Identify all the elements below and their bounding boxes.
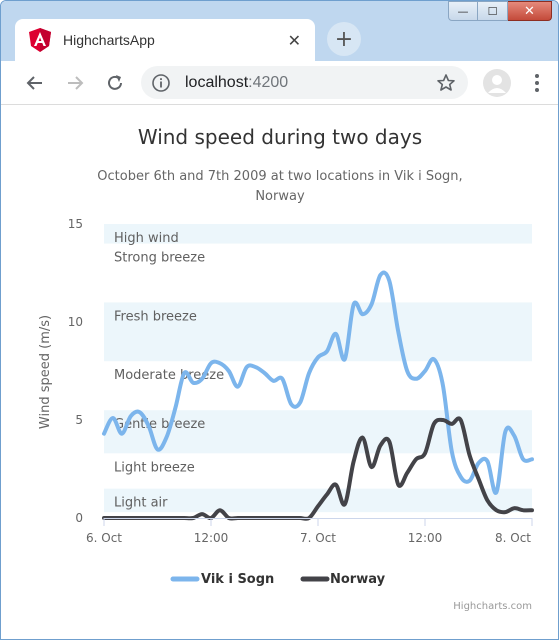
tab-title: HighchartsApp bbox=[63, 32, 155, 48]
y-tick-label: 10 bbox=[68, 315, 83, 329]
maximize-button[interactable]: ☐ bbox=[478, 1, 508, 21]
menu-dot-icon bbox=[535, 88, 539, 92]
url-port: :4200 bbox=[248, 73, 289, 91]
plot-band-label: Light air bbox=[114, 496, 168, 511]
plot-band-label: Moderate breeze bbox=[114, 368, 224, 383]
chart-subtitle-line-1: October 6th and 7th 2009 at two location… bbox=[97, 169, 462, 184]
window-controls: — ☐ ✕ bbox=[448, 1, 552, 23]
plot-band-label: High wind bbox=[114, 231, 179, 246]
forward-arrow-icon bbox=[68, 76, 84, 90]
plot-band bbox=[104, 302, 532, 362]
new-tab-button[interactable]: + bbox=[327, 22, 361, 56]
plot-band-label: Fresh breeze bbox=[114, 309, 197, 324]
profile-avatar[interactable] bbox=[483, 69, 511, 97]
credits-link[interactable]: Highcharts.com bbox=[453, 601, 532, 612]
info-icon[interactable] bbox=[151, 73, 171, 93]
url-host: localhost bbox=[185, 73, 249, 91]
x-tick-label: 6. Oct bbox=[86, 531, 122, 545]
forward-button[interactable] bbox=[59, 67, 91, 99]
x-tick-label: 8. Oct bbox=[495, 531, 531, 545]
title-bar: — ☐ ✕ HighchartsApp ✕ + bbox=[1, 1, 558, 61]
legend-item-norway[interactable]: Norway bbox=[300, 572, 386, 587]
bookmark-star-icon[interactable] bbox=[436, 73, 456, 93]
chart-subtitle-line-2: Norway bbox=[255, 189, 305, 204]
y-axis-title: Wind speed (m/s) bbox=[38, 315, 53, 429]
tab-close-icon[interactable]: ✕ bbox=[287, 30, 301, 50]
plot-bands: Light air Light breeze Gentle breeze Modera… bbox=[104, 224, 532, 513]
x-tick-label: 7. Oct bbox=[300, 531, 336, 545]
chart-title: Wind speed during two days bbox=[138, 125, 422, 149]
chart-svg: Light air Light breeze Gentle breeze Modera… bbox=[38, 125, 534, 612]
browser-tab[interactable]: HighchartsApp ✕ bbox=[15, 19, 315, 61]
minimize-button[interactable]: — bbox=[448, 1, 478, 21]
legend-item-vik-i-sogn[interactable]: Vik i Sogn bbox=[170, 572, 274, 587]
close-window-button[interactable]: ✕ bbox=[508, 1, 552, 21]
plot-band-label: Strong breeze bbox=[114, 251, 205, 266]
reload-button[interactable] bbox=[99, 67, 131, 99]
angular-logo-icon bbox=[29, 28, 51, 52]
menu-dot-icon bbox=[535, 74, 539, 78]
browser-toolbar: localhost:4200 bbox=[1, 61, 558, 105]
highcharts-container: Light air Light breeze Gentle breeze Modera… bbox=[1, 106, 558, 639]
menu-dot-icon bbox=[535, 81, 539, 85]
legend: Vik i Sogn Norway bbox=[170, 572, 386, 587]
user-icon bbox=[488, 75, 506, 93]
x-tick-label: 12:00 bbox=[194, 531, 229, 545]
legend-label: Norway bbox=[330, 572, 386, 587]
back-button[interactable] bbox=[19, 67, 51, 99]
plot-band-label: Gentle breeze bbox=[114, 417, 205, 432]
axes: 0 5 10 15 6. Oct 12:00 7. Oct 12:00 8. Oct bbox=[68, 217, 533, 545]
reload-icon bbox=[108, 75, 122, 90]
address-bar[interactable]: localhost:4200 bbox=[141, 66, 468, 99]
y-tick-label: 0 bbox=[75, 511, 83, 525]
plot-band bbox=[104, 488, 532, 513]
series-line-vik-i-sogn[interactable] bbox=[102, 270, 534, 495]
back-arrow-icon bbox=[26, 76, 42, 90]
plot-band bbox=[104, 224, 532, 244]
y-tick-label: 15 bbox=[68, 217, 83, 231]
plot-band-label: Light breeze bbox=[114, 460, 195, 475]
x-tick-label: 12:00 bbox=[408, 531, 443, 545]
y-tick-label: 5 bbox=[75, 413, 83, 427]
legend-label: Vik i Sogn bbox=[201, 572, 274, 587]
browser-menu-button[interactable] bbox=[529, 71, 545, 95]
